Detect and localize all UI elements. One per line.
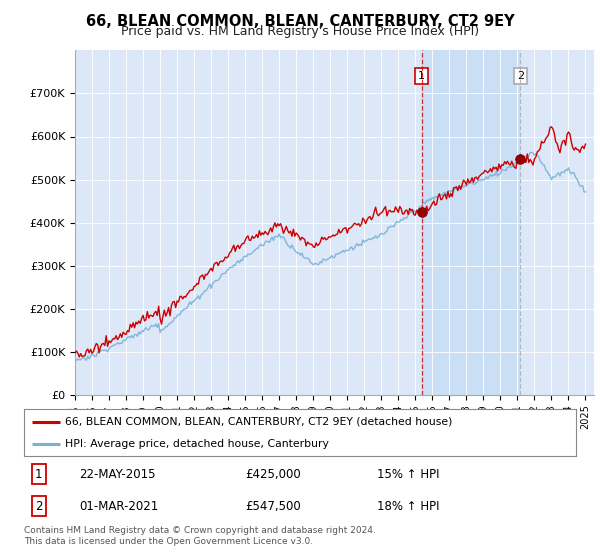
Text: Price paid vs. HM Land Registry's House Price Index (HPI): Price paid vs. HM Land Registry's House … (121, 25, 479, 38)
Text: 01-MAR-2021: 01-MAR-2021 (79, 500, 158, 513)
Text: HPI: Average price, detached house, Canterbury: HPI: Average price, detached house, Cant… (65, 438, 329, 449)
Text: Contains HM Land Registry data © Crown copyright and database right 2024.
This d: Contains HM Land Registry data © Crown c… (24, 526, 376, 546)
Text: 2: 2 (35, 500, 43, 513)
Text: 66, BLEAN COMMON, BLEAN, CANTERBURY, CT2 9EY: 66, BLEAN COMMON, BLEAN, CANTERBURY, CT2… (86, 14, 514, 29)
Text: 2: 2 (517, 71, 524, 81)
Text: 22-MAY-2015: 22-MAY-2015 (79, 468, 156, 480)
Text: £425,000: £425,000 (245, 468, 301, 480)
Bar (422, 50, 520, 395)
Text: £547,500: £547,500 (245, 500, 301, 513)
Text: 1: 1 (418, 71, 425, 81)
Text: 15% ↑ HPI: 15% ↑ HPI (377, 468, 440, 480)
Text: 18% ↑ HPI: 18% ↑ HPI (377, 500, 440, 513)
Text: 1: 1 (35, 468, 43, 480)
Text: 66, BLEAN COMMON, BLEAN, CANTERBURY, CT2 9EY (detached house): 66, BLEAN COMMON, BLEAN, CANTERBURY, CT2… (65, 417, 453, 427)
